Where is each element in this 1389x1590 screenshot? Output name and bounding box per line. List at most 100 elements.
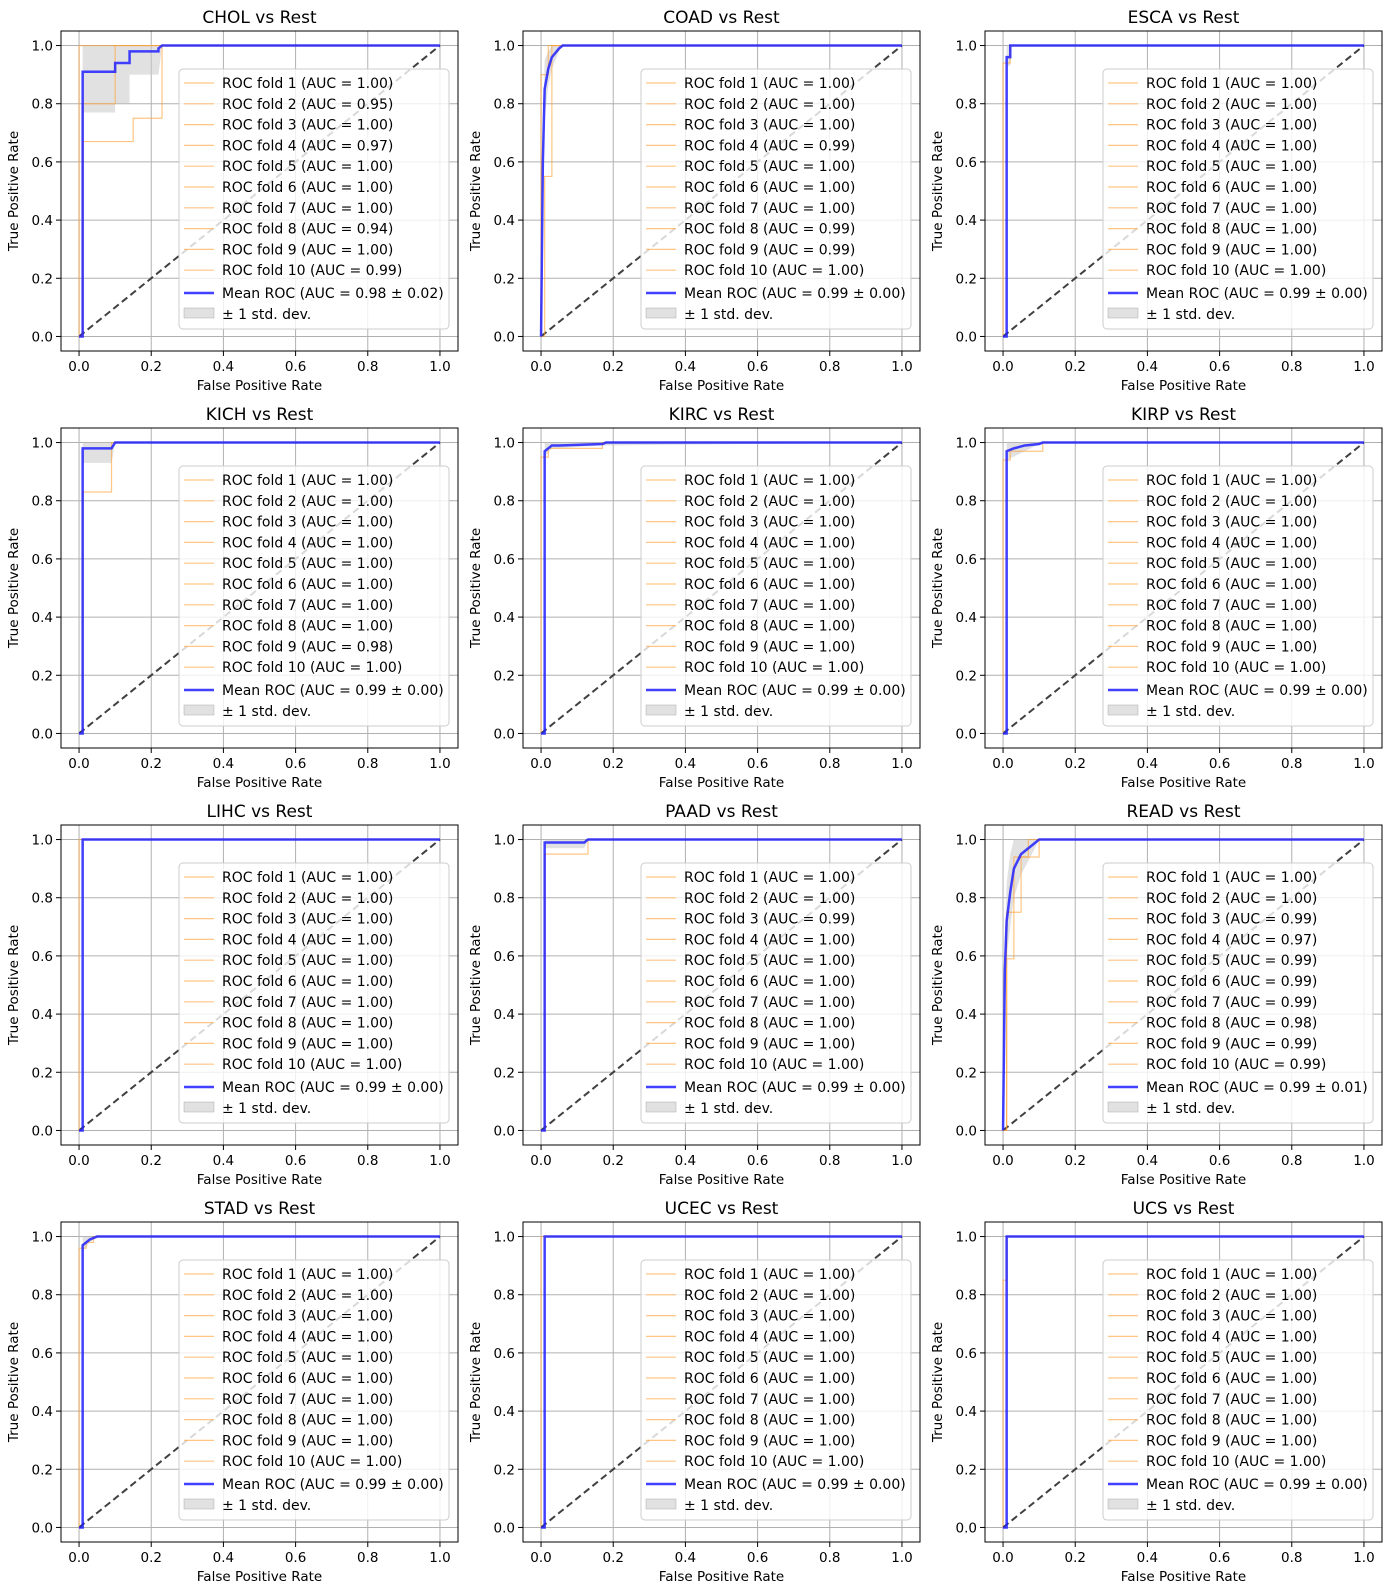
legend-fold-label: ROC fold 5 (AUC = 1.00) [222,556,393,572]
legend-fold-label: ROC fold 4 (AUC = 1.00) [222,932,393,948]
x-tick-label: 0.0 [530,359,551,375]
legend-fold-label: ROC fold 1 (AUC = 1.00) [1146,473,1317,489]
legend-fold-label: ROC fold 2 (AUC = 1.00) [1146,1288,1317,1304]
x-tick-label: 0.4 [1137,359,1158,375]
legend-fold-label: ROC fold 9 (AUC = 1.00) [1146,639,1317,655]
legend-band-swatch [645,1101,677,1113]
x-tick-label: 0.0 [68,1550,89,1566]
legend-fold-label: ROC fold 10 (AUC = 1.00) [1146,1454,1326,1470]
legend-fold-label: ROC fold 7 (AUC = 1.00) [1146,598,1317,614]
chart-title: UCEC vs Rest [665,1199,779,1219]
y-tick-label: 0.2 [494,668,515,684]
legend-fold-label: ROC fold 8 (AUC = 0.98) [1146,1016,1317,1032]
legend-box [1102,465,1374,727]
legend-fold-label: ROC fold 4 (AUC = 1.00) [222,535,393,551]
legend-band-label: ± 1 std. dev. [684,704,773,720]
legend-fold-label: ROC fold 7 (AUC = 1.00) [1146,201,1317,217]
x-tick-label: 0.8 [819,359,840,375]
legend-fold-label: ROC fold 6 (AUC = 1.00) [222,180,393,196]
legend-fold-label: ROC fold 6 (AUC = 1.00) [222,974,393,990]
fold-roc-line [1003,838,1364,1132]
mean-roc-line [79,838,440,1132]
x-tick-label: 0.6 [1209,1153,1230,1169]
y-axis-label: True Positive Rate [930,1322,946,1443]
x-tick-label: 1.0 [1353,1550,1374,1566]
chart-title: ESCA vs Rest [1128,8,1240,28]
roc-panel: STAD vs Rest 0.0 0.0 0.2 0.2 0.4 0.4 0.6 0.6 0.8 0… [6,1199,459,1585]
x-tick-label: 0.0 [530,1550,551,1566]
legend-fold-label: ROC fold 10 (AUC = 1.00) [222,660,402,676]
y-tick-label: 0.2 [956,1462,977,1478]
plot-frame [984,427,1383,749]
y-tick-label: 0.8 [32,494,53,510]
x-tick-label: 0.6 [747,1550,768,1566]
x-tick-label: 0.2 [1064,756,1085,772]
x-tick-label: 0.4 [213,359,234,375]
legend-fold-label: ROC fold 6 (AUC = 1.00) [684,1371,855,1387]
legend-fold-label: ROC fold 6 (AUC = 1.00) [684,974,855,990]
legend-fold-label: ROC fold 4 (AUC = 1.00) [684,535,855,551]
x-axis-label: False Positive Rate [1121,1172,1246,1188]
y-axis-label: True Positive Rate [468,925,484,1046]
y-tick-label: 0.6 [956,552,977,568]
legend-fold-label: ROC fold 1 (AUC = 1.00) [222,1267,393,1283]
y-tick-label: 0.6 [32,155,53,171]
legend-fold-label: ROC fold 9 (AUC = 1.00) [1146,1433,1317,1449]
roc-panel: UCEC vs Rest 0.0 0.0 0.2 0.2 0.4 0.4 0.6 0.6 0.8 0… [468,1199,921,1585]
legend-fold-label: ROC fold 5 (AUC = 1.00) [222,1350,393,1366]
y-tick-label: 0.4 [32,213,53,229]
legend-fold-label: ROC fold 2 (AUC = 0.95) [222,97,393,113]
y-tick-label: 0.8 [494,891,515,907]
legend-fold-label: ROC fold 3 (AUC = 1.00) [1146,515,1317,531]
y-tick-label: 1.0 [494,436,515,452]
x-axis-label: False Positive Rate [659,378,784,394]
legend-fold-label: ROC fold 9 (AUC = 0.98) [222,639,393,655]
legend-mean-label: Mean ROC (AUC = 0.99 ± 0.00) [684,1080,906,1096]
x-tick-label: 0.0 [68,1153,89,1169]
y-tick-label: 0.4 [956,610,977,626]
legend-fold-label: ROC fold 8 (AUC = 1.00) [1146,1413,1317,1429]
y-tick-label: 0.8 [32,891,53,907]
legend-fold-label: ROC fold 7 (AUC = 1.00) [684,598,855,614]
x-tick-label: 0.6 [747,359,768,375]
legend-fold-label: ROC fold 9 (AUC = 1.00) [684,1433,855,1449]
y-axis-label: True Positive Rate [468,131,484,252]
y-tick-label: 0.2 [494,1462,515,1478]
legend-band-swatch [645,704,677,716]
legend-fold-label: ROC fold 10 (AUC = 1.00) [684,1057,864,1073]
y-tick-label: 0.4 [32,1404,53,1420]
y-tick-label: 1.0 [32,833,53,849]
x-axis-label: False Positive Rate [1121,378,1246,394]
plot-frame [984,1221,1383,1543]
mean-roc-line [1001,838,1364,1131]
y-tick-label: 0.4 [956,213,977,229]
legend-mean-label: Mean ROC (AUC = 0.99 ± 0.00) [684,1477,906,1493]
legend-band-swatch [183,1101,215,1113]
x-tick-label: 0.8 [819,1153,840,1169]
x-tick-label: 0.2 [140,359,161,375]
legend-fold-label: ROC fold 8 (AUC = 1.00) [684,1016,855,1032]
x-tick-label: 0.0 [530,1153,551,1169]
y-tick-label: 0.6 [32,949,53,965]
roc-panel: UCS vs Rest 0.0 0.0 0.2 0.2 0.4 0.4 0.6 0.6 0.8 0.… [930,1199,1383,1585]
y-tick-label: 0.0 [956,329,977,345]
x-tick-label: 0.6 [1209,756,1230,772]
x-tick-label: 0.8 [357,1550,378,1566]
y-tick-label: 0.2 [494,1065,515,1081]
chart-title: CHOL vs Rest [202,8,317,28]
legend-fold-label: ROC fold 4 (AUC = 1.00) [1146,535,1317,551]
legend-mean-label: Mean ROC (AUC = 0.99 ± 0.00) [684,286,906,302]
mean-roc-line [539,44,902,337]
x-tick-label: 1.0 [429,1550,450,1566]
x-tick-label: 0.2 [602,1550,623,1566]
y-tick-label: 0.4 [956,1007,977,1023]
y-tick-label: 0.0 [494,1520,515,1536]
legend-fold-label: ROC fold 6 (AUC = 1.00) [222,577,393,593]
y-tick-label: 0.8 [956,891,977,907]
legend-fold-label: ROC fold 9 (AUC = 1.00) [1146,242,1317,258]
chart-title: UCS vs Rest [1133,1199,1235,1219]
mean-roc-line [79,44,440,338]
legend-fold-label: ROC fold 1 (AUC = 1.00) [684,870,855,886]
x-tick-label: 0.8 [819,1550,840,1566]
